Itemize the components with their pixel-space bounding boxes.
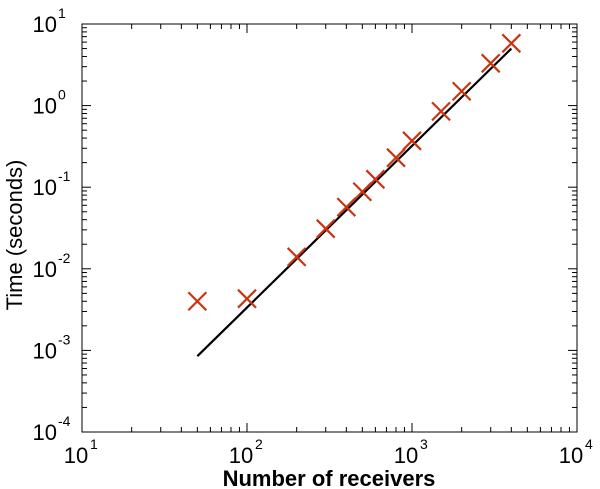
marker-stroke bbox=[402, 131, 422, 151]
y-tick-label: 10 bbox=[33, 12, 57, 37]
marker-stroke bbox=[386, 147, 406, 168]
data-point-x-marker bbox=[315, 218, 336, 239]
data-point-x-marker bbox=[431, 101, 451, 122]
plot-area bbox=[81, 23, 578, 433]
y-tick-exponent: -2 bbox=[58, 250, 71, 266]
y-axis-label: Time (seconds) bbox=[2, 160, 27, 311]
data-point-x-marker bbox=[480, 53, 501, 74]
marker-stroke bbox=[431, 101, 451, 122]
marker-stroke bbox=[286, 247, 307, 267]
marker-stroke bbox=[501, 33, 522, 54]
x-tick-exponent: 2 bbox=[255, 436, 263, 452]
data-point-x-marker bbox=[451, 81, 472, 102]
marker-stroke bbox=[336, 197, 357, 217]
data-point-x-marker bbox=[336, 197, 357, 217]
y-tick-exponent: -1 bbox=[58, 168, 71, 184]
x-tick-label: 10 bbox=[559, 443, 583, 468]
x-tick-exponent: 1 bbox=[90, 436, 98, 452]
data-point-x-marker bbox=[386, 147, 406, 168]
series-layer bbox=[187, 33, 522, 357]
x-axis-label: Number of receivers bbox=[223, 466, 436, 489]
y-tick-exponent: 1 bbox=[58, 5, 66, 21]
marker-stroke bbox=[187, 291, 208, 312]
marker-stroke bbox=[365, 169, 386, 190]
marker-stroke bbox=[315, 218, 336, 239]
y-tick-label: 10 bbox=[33, 420, 57, 445]
y-tick-label: 10 bbox=[33, 338, 57, 363]
tick-labels: 10 1 10 2 10 3 10 410 -410 -310 -210 -110 010 1 bbox=[33, 5, 593, 468]
data-point-x-marker bbox=[286, 247, 307, 267]
y-tick-exponent: 0 bbox=[58, 87, 66, 103]
y-tick-label: 10 bbox=[33, 175, 57, 200]
x-tick-label: 10 bbox=[64, 443, 88, 468]
y-tick-label: 10 bbox=[33, 257, 57, 282]
data-point-x-marker bbox=[365, 169, 386, 190]
x-tick-label: 10 bbox=[229, 443, 253, 468]
data-point-x-marker bbox=[237, 288, 257, 309]
data-point-x-marker bbox=[501, 33, 522, 54]
marker-stroke bbox=[480, 53, 501, 74]
axes-box bbox=[81, 23, 578, 433]
marker-stroke bbox=[451, 81, 472, 102]
marker-stroke bbox=[237, 288, 257, 309]
y-tick-exponent: -4 bbox=[58, 413, 71, 429]
data-point-x-marker bbox=[187, 291, 208, 312]
x-tick-exponent: 3 bbox=[420, 436, 428, 452]
x-tick-exponent: 4 bbox=[585, 436, 593, 452]
data-point-x-marker bbox=[402, 131, 422, 151]
y-tick-exponent: -3 bbox=[58, 331, 71, 347]
x-tick-label: 10 bbox=[394, 443, 418, 468]
fit-line bbox=[196, 47, 513, 357]
axis-ticks bbox=[81, 24, 577, 433]
y-tick-label: 10 bbox=[33, 94, 57, 119]
